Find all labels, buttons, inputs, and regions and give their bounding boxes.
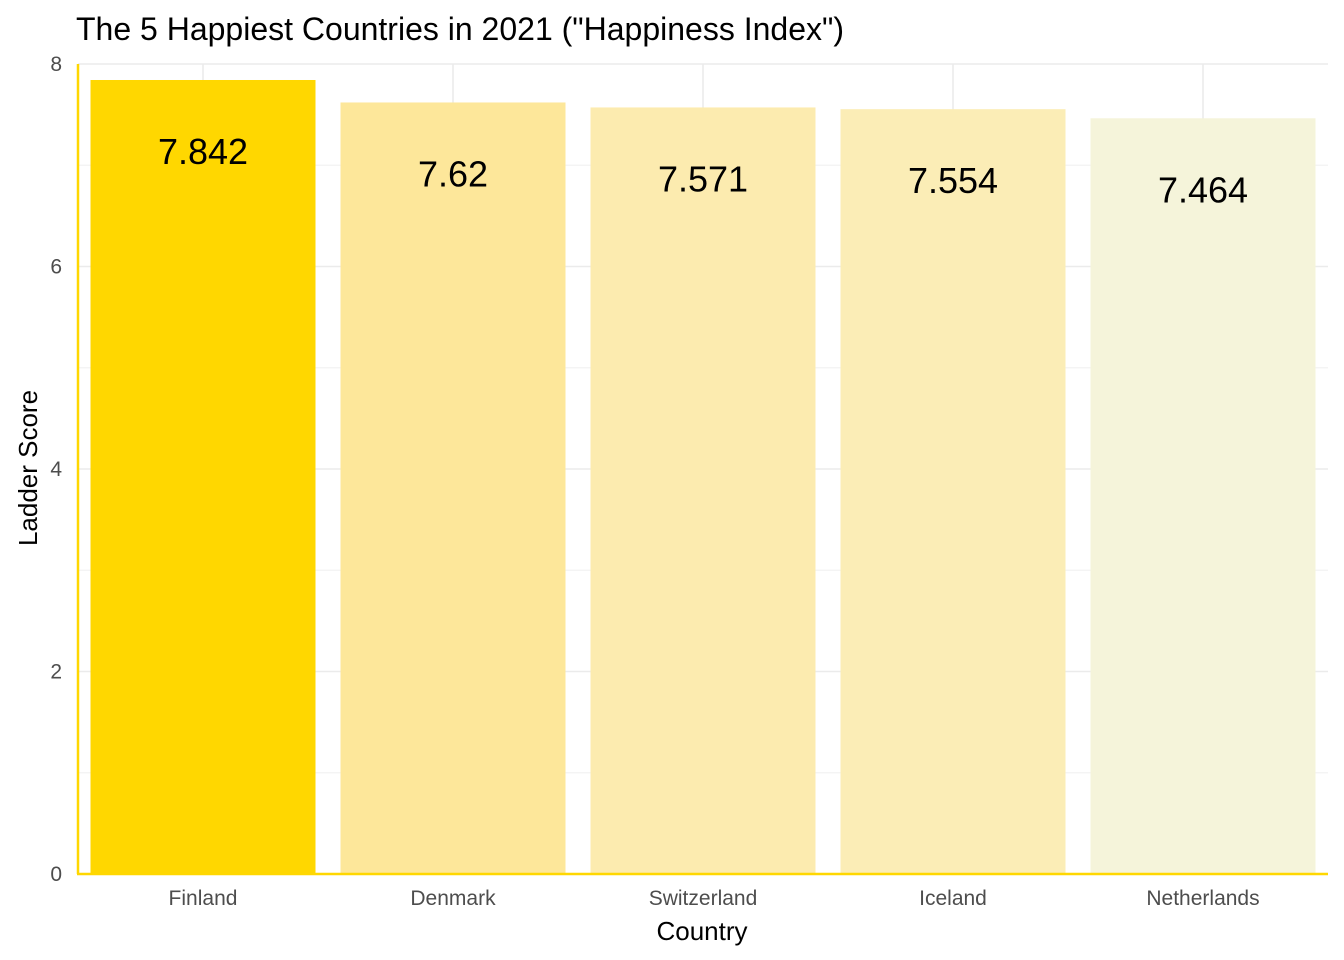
x-tick-label: Denmark xyxy=(410,887,496,910)
y-tick-label: 8 xyxy=(50,53,62,76)
bar xyxy=(590,107,816,874)
data-label: 7.554 xyxy=(908,160,998,201)
bar xyxy=(340,102,566,875)
y-axis-title: Ladder Score xyxy=(13,390,43,546)
y-tick-label: 0 xyxy=(50,863,62,886)
bar xyxy=(840,109,1066,875)
y-tick-label: 2 xyxy=(50,661,62,684)
x-tick-labels: Finland Denmark Switzerland Iceland Netherla… xyxy=(169,887,1260,910)
axes xyxy=(76,64,1328,876)
chart-title: The 5 Happiest Countries in 2021 ("Happi… xyxy=(76,11,844,47)
x-axis-title: Country xyxy=(656,916,747,946)
y-tick-label: 4 xyxy=(50,458,62,481)
bar xyxy=(90,79,316,874)
data-label: 7.62 xyxy=(418,153,488,194)
bars xyxy=(90,79,1316,875)
x-tick-label: Switzerland xyxy=(649,887,758,910)
data-label: 7.571 xyxy=(658,158,748,199)
x-tick-label: Netherlands xyxy=(1146,887,1259,910)
x-tick-label: Iceland xyxy=(919,887,987,910)
data-label: 7.464 xyxy=(1158,169,1248,210)
x-tick-label: Finland xyxy=(169,887,238,910)
y-tick-label: 6 xyxy=(50,256,62,279)
data-labels: 7.842 7.62 7.571 7.554 7.464 xyxy=(158,131,1248,210)
data-label: 7.842 xyxy=(158,131,248,172)
bar xyxy=(1090,118,1316,874)
y-tick-labels: 0 2 4 6 8 xyxy=(50,53,62,886)
